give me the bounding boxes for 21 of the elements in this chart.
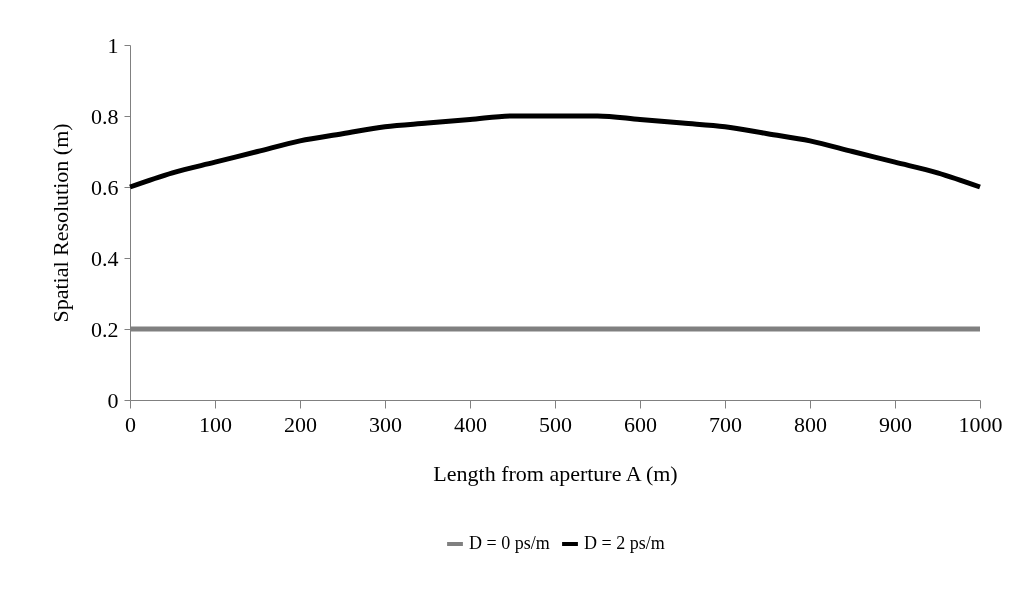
x-tick-label: 0 [125,411,136,437]
x-tick-label: 1000 [958,411,1003,437]
x-tick-label: 900 [879,411,912,437]
y-tick-label: 0.4 [91,245,119,271]
x-tick-label: 500 [539,411,572,437]
x-tick-label: 300 [369,411,402,437]
legend-label: D = 0 ps/m [469,533,550,553]
y-tick-label: 0.2 [91,316,119,342]
x-axis-title: Length from aperture A (m) [433,460,678,486]
x-tick-label: 700 [709,411,742,437]
x-tick-label: 100 [199,411,232,437]
x-tick-label: 600 [624,411,657,437]
y-tick-label: 1 [107,32,119,58]
y-tick-label: 0.6 [91,174,119,200]
x-tick-label: 400 [454,411,487,437]
y-tick-label: 0.8 [91,103,119,129]
x-tick-label: 200 [284,411,317,437]
y-axis-title: Spatial Resolution (m) [48,123,73,323]
y-tick-label: 0 [107,387,119,413]
legend-label: D = 2 ps/m [584,533,665,553]
x-tick-label: 800 [794,411,827,437]
